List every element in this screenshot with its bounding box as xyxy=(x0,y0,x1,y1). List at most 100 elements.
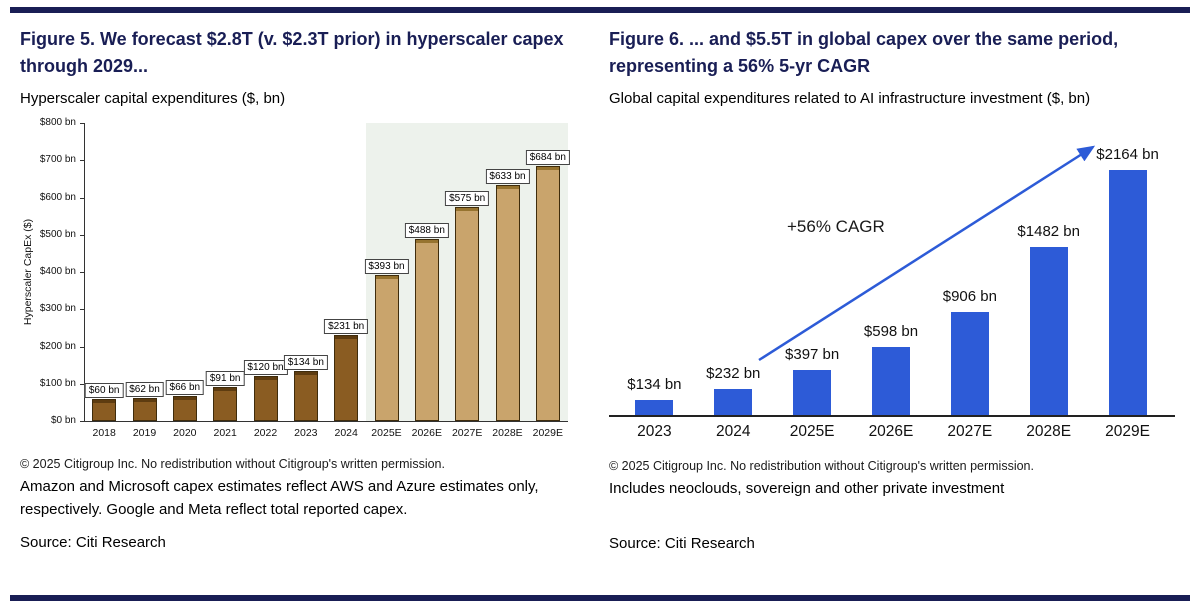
figure6-copyright: © 2025 Citigroup Inc. No redistribution … xyxy=(609,459,1034,473)
x-tick-label: 2018 xyxy=(92,427,116,439)
bar xyxy=(495,185,520,421)
bar xyxy=(132,398,157,421)
hyperscaler-capex-chart: $0 bn $100 bn $200 bn $300 bn $400 bn $500 bn… xyxy=(20,113,576,451)
y-tick-mark xyxy=(80,272,84,273)
figure6-subtitle: Global capital expenditures related to A… xyxy=(609,90,1091,107)
bar-cap xyxy=(496,186,519,189)
bar-value-label: $575 bn xyxy=(445,191,490,206)
x-tick-label: 2023 xyxy=(637,423,672,440)
bar xyxy=(253,376,278,421)
y-tick-label: $400 bn xyxy=(39,266,76,277)
bar-value-label: $598 bn xyxy=(863,323,919,340)
x-tick-label: 2019 xyxy=(132,427,157,439)
y-tick-label: $700 bn xyxy=(39,154,76,166)
bar xyxy=(455,207,480,421)
bar-value-label: $906 bn xyxy=(942,288,997,305)
bar-value-label: $684 bn xyxy=(525,150,570,165)
bar-value-label: $397 bn xyxy=(785,346,840,363)
x-axis-line xyxy=(609,415,1175,417)
y-tick-mark xyxy=(80,160,84,162)
y-tick-label: $100 bn xyxy=(39,377,76,389)
y-tick-label: $600 bn xyxy=(39,191,76,203)
x-tick-label: 2020 xyxy=(173,427,197,439)
x-tick-label: 2025E xyxy=(371,427,402,439)
bar-value-label: $1482 bn xyxy=(1017,223,1080,240)
bar-cap xyxy=(93,400,116,403)
bar-cap xyxy=(214,388,237,391)
bar xyxy=(172,396,197,421)
bar-cap xyxy=(335,336,358,339)
bar-value-label: $393 bn xyxy=(364,259,409,274)
y-tick-label: $500 bn xyxy=(39,228,76,240)
x-tick-label: 2027E xyxy=(947,423,993,440)
y-axis-line xyxy=(84,123,85,421)
bar xyxy=(1108,170,1147,415)
figure5-source: Source: Citi Research xyxy=(20,533,166,551)
bottom-divider-bar xyxy=(10,595,1190,601)
bar-cap xyxy=(173,397,196,400)
figure5-subtitle: Hyperscaler capital expenditures ($, bn) xyxy=(20,90,286,107)
x-tick-label: 2026E xyxy=(411,427,442,439)
bar-value-label: $120 bn xyxy=(243,360,288,375)
bar-value-label: $633 bn xyxy=(485,169,530,184)
global-capex-chart: $134 bn 2023 $232 bn 2024 $397 bn 2025E $598 b… xyxy=(609,115,1175,453)
bar-value-label: $66 bn xyxy=(165,380,205,395)
y-tick-mark xyxy=(80,421,84,422)
bar xyxy=(374,275,399,421)
figure6-panel: Figure 6. ... and $5.5T in global capex … xyxy=(609,26,1186,552)
bar-value-label: $62 bn xyxy=(125,382,164,397)
y-tick-mark xyxy=(80,197,84,199)
x-tick-label: 2024 xyxy=(334,427,358,439)
bar-value-label: $134 bn xyxy=(627,376,682,393)
bar xyxy=(635,400,674,415)
x-tick-label: 2023 xyxy=(294,427,318,439)
bar xyxy=(872,347,910,415)
figure6-note: Includes neoclouds, sovereign and other … xyxy=(609,480,1005,497)
y-tick-label: $200 bn xyxy=(39,340,76,352)
figure5-copyright: © 2025 Citigroup Inc. No redistribution … xyxy=(20,457,445,471)
bar-cap xyxy=(536,167,559,170)
figure5-panel: Figure 5. We forecast $2.8T (v. $2.3T pr… xyxy=(20,26,597,552)
figure6-title: Figure 6. ... and $5.5T in global capex … xyxy=(609,29,1119,76)
y-tick-label: $800 bn xyxy=(39,117,76,128)
x-tick-label: 2028E xyxy=(1026,423,1072,440)
x-axis-line xyxy=(84,421,568,422)
bar-cap xyxy=(456,208,479,211)
figures-container: Figure 5. We forecast $2.8T (v. $2.3T pr… xyxy=(20,26,1186,552)
bar-value-label: $232 bn xyxy=(706,365,761,382)
top-divider-bar xyxy=(10,7,1190,13)
cagr-annotation: +56% CAGR xyxy=(787,217,885,236)
y-tick-mark xyxy=(80,383,84,385)
bar-cap xyxy=(294,372,317,375)
y-tick-label: $0 bn xyxy=(50,415,76,426)
figure5-title: Figure 5. We forecast $2.8T (v. $2.3T pr… xyxy=(20,29,564,76)
y-tick-label: $300 bn xyxy=(39,303,76,315)
x-tick-label: 2022 xyxy=(253,427,278,439)
bar xyxy=(714,389,753,415)
bar-value-label: $231 bn xyxy=(324,319,369,334)
figure6-source: Source: Citi Research xyxy=(609,535,755,552)
bar xyxy=(414,239,439,421)
bar-value-label: $2164 bn xyxy=(1096,146,1159,163)
bar xyxy=(950,312,989,415)
x-tick-label: 2028E xyxy=(492,427,523,439)
bar xyxy=(793,370,832,415)
bar-cap xyxy=(415,240,438,243)
y-tick-mark xyxy=(80,234,84,236)
bar-value-label: $60 bn xyxy=(84,383,124,398)
x-tick-label: 2024 xyxy=(716,423,751,440)
figure5-note: Amazon and Microsoft capex estimates ref… xyxy=(20,478,539,519)
bar-cap xyxy=(375,276,398,279)
bar-value-label: $91 bn xyxy=(205,371,245,386)
y-tick-mark xyxy=(80,346,84,348)
bar-cap xyxy=(254,377,277,380)
bar xyxy=(334,335,359,421)
x-tick-label: 2029E xyxy=(532,427,563,439)
y-axis-title: Hyperscaler CapEx ($) xyxy=(22,218,34,326)
y-tick-mark xyxy=(80,309,84,311)
x-tick-label: 2029E xyxy=(1105,423,1150,440)
bar xyxy=(1029,247,1068,415)
x-tick-label: 2026E xyxy=(868,423,914,440)
bar-cap xyxy=(133,399,156,402)
bar-value-label: $488 bn xyxy=(404,223,449,238)
